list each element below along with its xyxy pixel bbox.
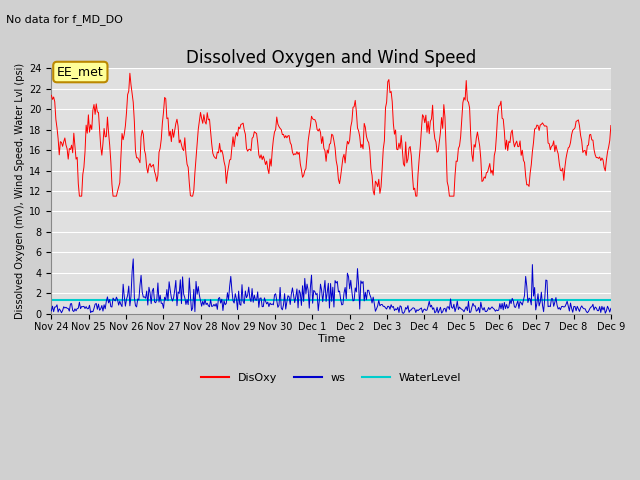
Legend: DisOxy, ws, WaterLevel: DisOxy, ws, WaterLevel: [196, 368, 466, 387]
Text: No data for f_MD_DO: No data for f_MD_DO: [6, 14, 124, 25]
Text: EE_met: EE_met: [57, 66, 104, 79]
X-axis label: Time: Time: [317, 334, 345, 344]
Title: Dissolved Oxygen and Wind Speed: Dissolved Oxygen and Wind Speed: [186, 48, 476, 67]
Y-axis label: Dissolved Oxygen (mV), Wind Speed, Water Lvl (psi): Dissolved Oxygen (mV), Wind Speed, Water…: [15, 63, 25, 319]
